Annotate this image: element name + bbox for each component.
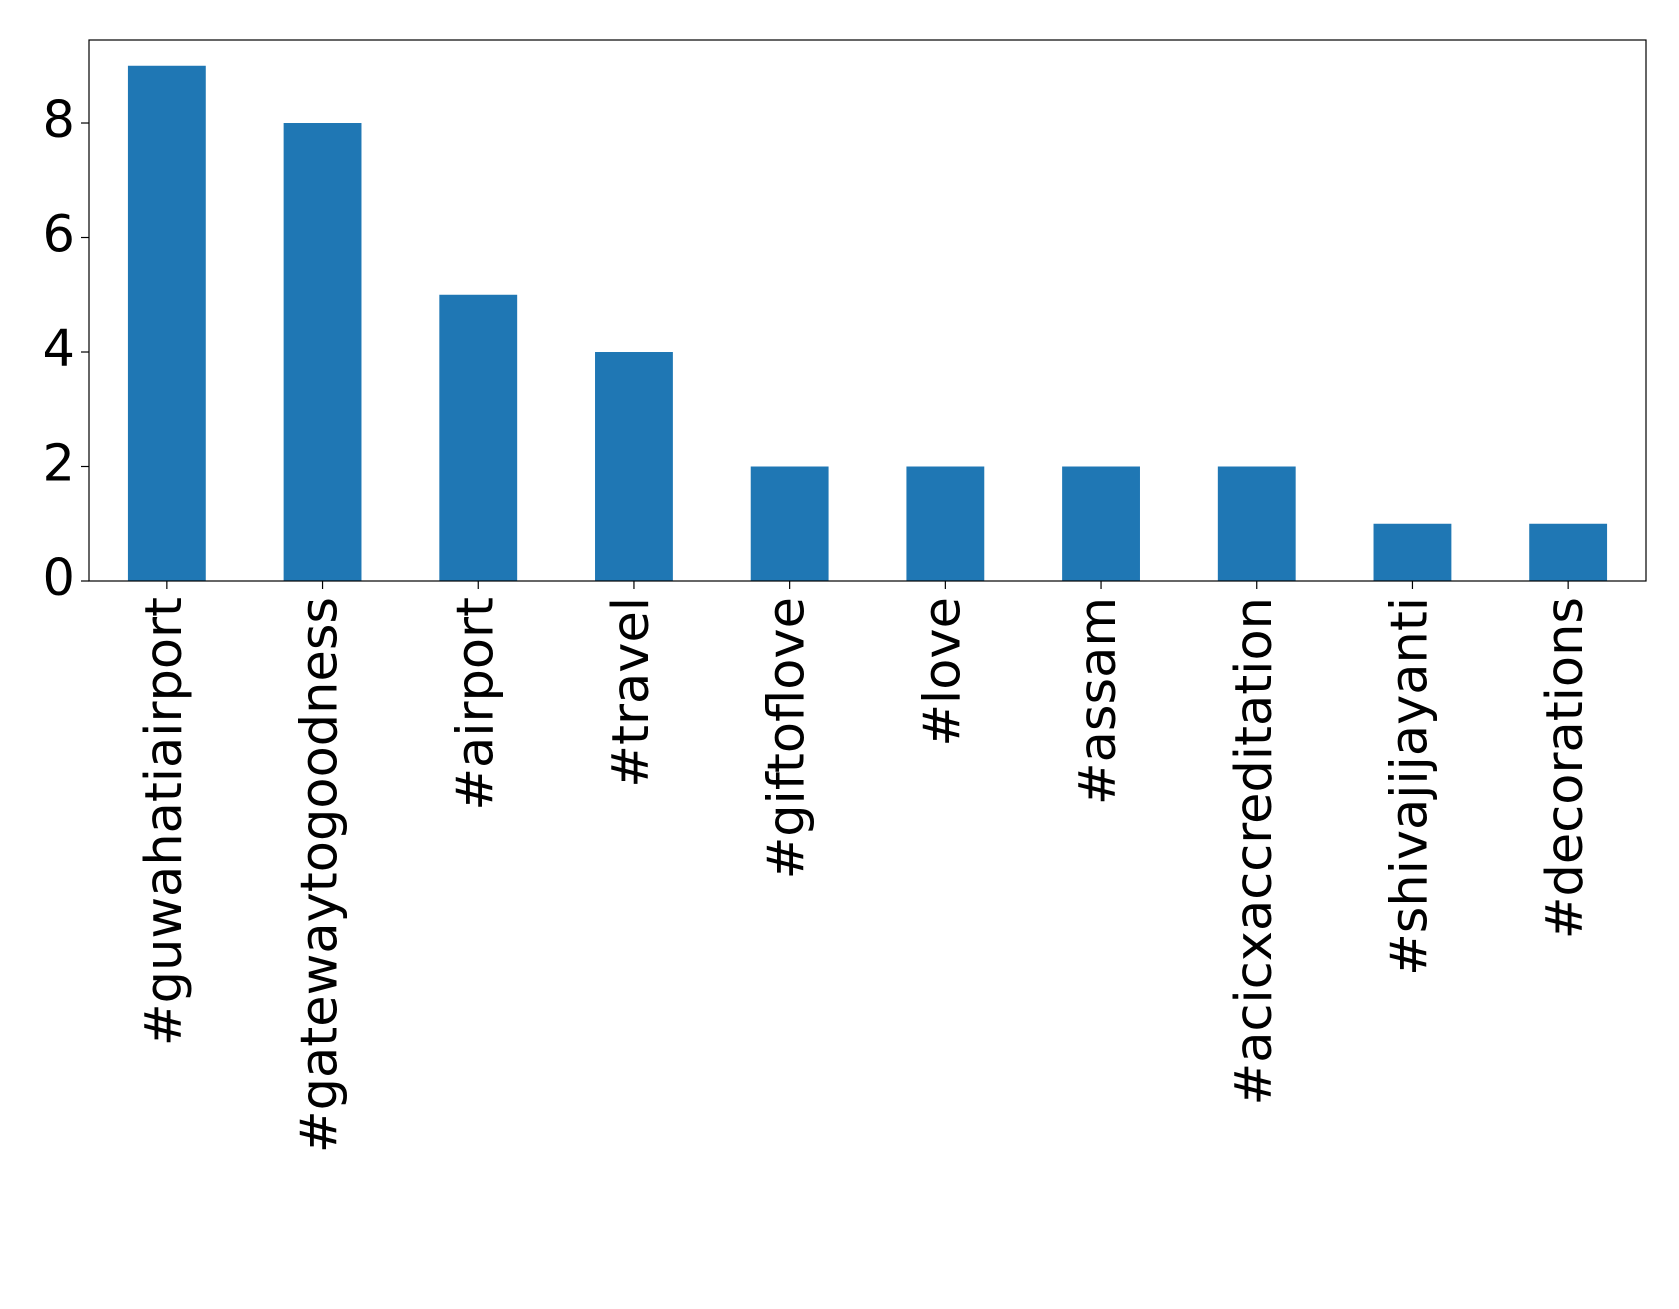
x-tick-label: #decorations: [1536, 597, 1595, 939]
x-tick-label: #gatewaytogoodness: [291, 597, 350, 1153]
y-tick-label: 8: [43, 91, 75, 150]
y-tick-label: 0: [43, 549, 75, 608]
y-tick-label: 6: [43, 206, 75, 265]
x-tick-label: #assam: [1069, 597, 1128, 805]
x-tick-label: #airport: [446, 597, 505, 811]
x-tick-label: #travel: [602, 597, 661, 788]
bar: [750, 466, 829, 581]
bar: [1217, 466, 1296, 581]
x-tick-label: #guwahatiairport: [135, 597, 194, 1046]
bar: [1062, 466, 1140, 581]
bar: [1529, 523, 1608, 581]
bar: [1373, 523, 1452, 581]
bar: [439, 294, 518, 581]
x-tick-label: #giftoflove: [758, 597, 817, 879]
y-tick-label: 4: [43, 320, 75, 379]
bar: [906, 466, 985, 581]
x-tick-label: #shivajijayanti: [1380, 597, 1439, 976]
bar: [127, 65, 206, 581]
y-tick-label: 2: [43, 435, 75, 494]
x-tick-label: #acicxaccreditation: [1225, 597, 1284, 1105]
bar: [595, 352, 673, 581]
bar: [283, 123, 362, 581]
plot-frame: [88, 39, 1647, 582]
x-tick-label: #love: [913, 597, 972, 747]
